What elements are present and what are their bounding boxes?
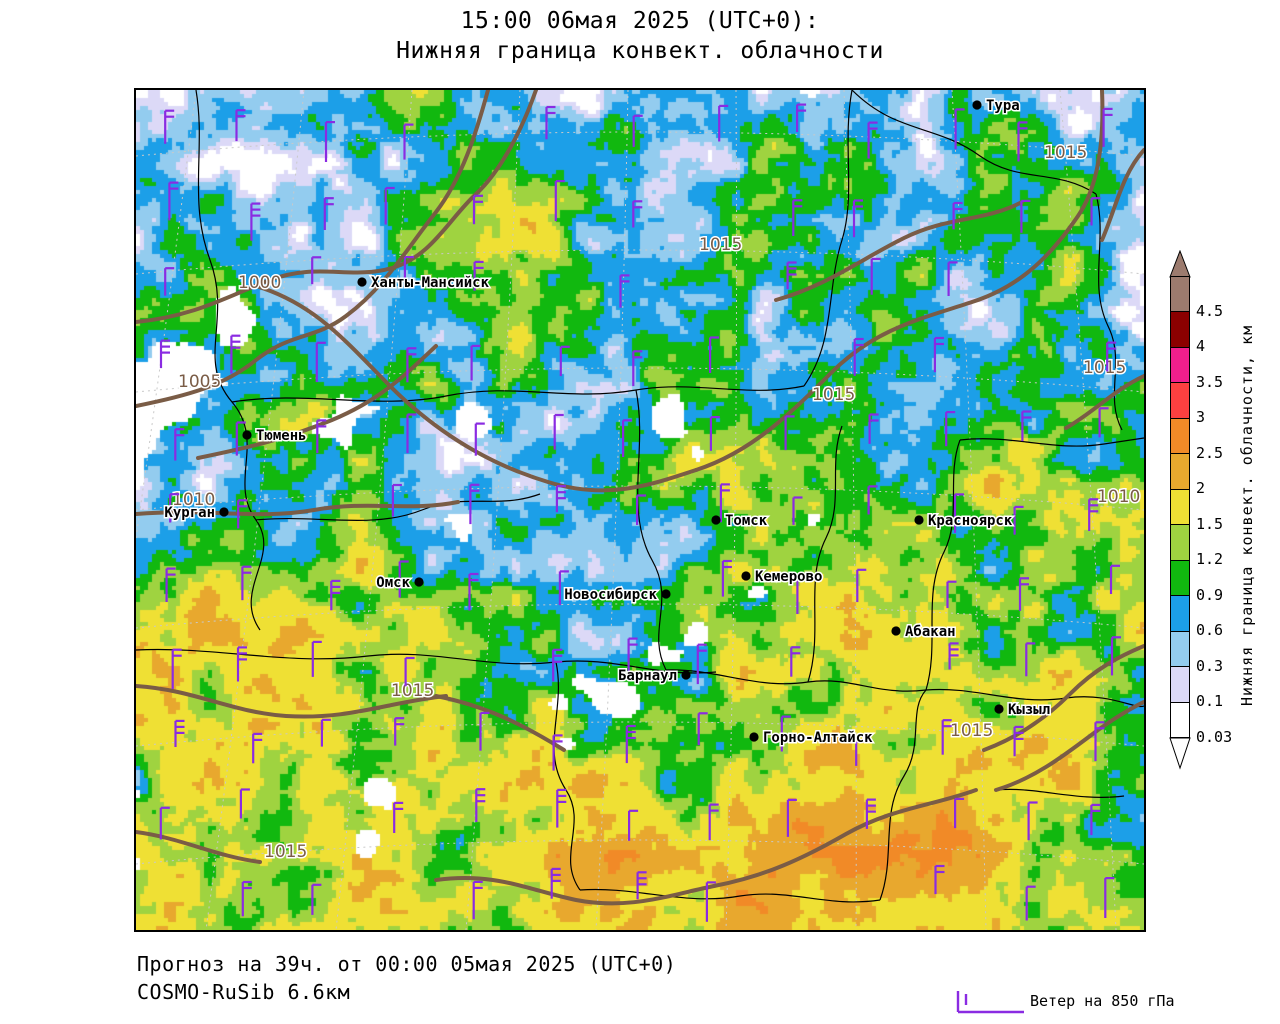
colorbar-band-9 (1171, 596, 1189, 632)
colorbar-band-11 (1171, 667, 1189, 703)
colorbar-tick-2: 2 (1196, 479, 1206, 498)
colorbar-tick-4: 4 (1196, 337, 1206, 356)
colorbar-tick-0.1: 0.1 (1196, 692, 1224, 711)
colorbar-tick-0.03: 0.03 (1196, 728, 1233, 746)
colorbar-band-0 (1171, 277, 1189, 313)
colorbar-tick-4.5: 4.5 (1196, 301, 1224, 320)
wind-barb-legend-label: Ветер на 850 гПа (1030, 992, 1175, 1010)
colorbar-tick-1.5: 1.5 (1196, 514, 1224, 533)
colorbar-tick-2.5: 2.5 (1196, 443, 1224, 462)
colorbar-band-1 (1171, 312, 1189, 348)
page-title-datetime: 15:00 06мая 2025 (UTC+0): (460, 8, 820, 34)
colorbar-tick-0.9: 0.9 (1196, 585, 1224, 604)
colorbar-axis-title: Нижняя граница конвект. облачности, км (1238, 324, 1256, 706)
model-name-text: COSMO-RuSib 6.6км (137, 980, 351, 1004)
colorbar-tick-0.6: 0.6 (1196, 621, 1224, 640)
map-frame[interactable]: 1000 1000 1005 1005 1010 1010 1015 1015 1015 1015… (134, 88, 1146, 932)
colorbar-bands (1170, 276, 1190, 738)
colorbar-tick-0.3: 0.3 (1196, 656, 1224, 675)
colorbar-band-5 (1171, 454, 1189, 490)
colorbar-band-2 (1171, 347, 1189, 384)
wind-barb-legend: Ветер на 850 гПа (952, 988, 1272, 1018)
forecast-lead-text: Прогноз на 39ч. от 00:00 05мая 2025 (UTC… (137, 952, 677, 976)
footer-block: Прогноз на 39ч. от 00:00 05мая 2025 (UTC… (137, 950, 1037, 1006)
colorbar-tick-1.2: 1.2 (1196, 550, 1224, 569)
page-title-variable: Нижняя граница конвект. облачности (396, 38, 884, 64)
colorbar-band-3 (1171, 383, 1189, 419)
colorbar (1166, 250, 1196, 770)
wind-barb-icon (956, 991, 1024, 1014)
colorbar-band-8 (1171, 560, 1189, 597)
colorbar-band-7 (1171, 525, 1189, 561)
colorbar-under-arrow-icon (1169, 737, 1191, 770)
colorbar-band-12 (1171, 702, 1189, 738)
colorbar-tick-3: 3 (1196, 408, 1206, 427)
colorbar-tick-3.5: 3.5 (1196, 372, 1224, 391)
colorbar-tick-labels: 4.5 4 3.5 3 2.5 2 1.5 1.2 0.9 0.6 0.3 0.1 0.03 (1196, 250, 1256, 770)
colorbar-band-6 (1171, 489, 1189, 526)
weather-field-raster (136, 90, 1144, 930)
colorbar-band-4 (1171, 418, 1189, 455)
colorbar-band-10 (1171, 631, 1189, 668)
title-block: 15:00 06мая 2025 (UTC+0): Нижняя граница… (0, 6, 1280, 66)
